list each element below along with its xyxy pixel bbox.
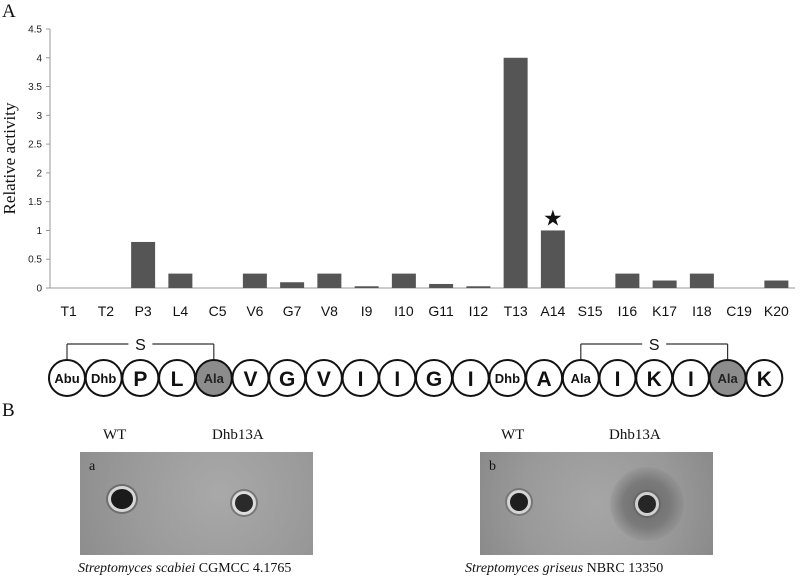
x-tick-label: C5 bbox=[209, 303, 227, 319]
plate-b-caption: Streptomyces griseus NBRC 13350 bbox=[465, 561, 663, 577]
plate-a-image: a bbox=[80, 452, 313, 555]
y-tick-label: 2 bbox=[36, 168, 42, 179]
plate-a-caption: Streptomyces scabiei CGMCC 4.1765 bbox=[78, 561, 291, 577]
residue-label: Ala bbox=[717, 371, 738, 386]
figure-panel-a: 0 0.5 1 1.5 2 2.5 3 3.5 4 4.5 Relative activity T1 T… bbox=[0, 25, 795, 397]
residue-label: V bbox=[317, 368, 331, 391]
plate-a-mutant-label: Dhb13A bbox=[212, 427, 264, 443]
y-tick-label: 1 bbox=[36, 226, 42, 237]
bar-i16 bbox=[615, 273, 640, 288]
plate-b-species: Streptomyces griseus bbox=[465, 561, 584, 576]
x-tick-label: T2 bbox=[98, 303, 115, 319]
sulfur-label: S bbox=[135, 337, 146, 354]
bar-k17 bbox=[652, 280, 677, 288]
plate-a-tag: a bbox=[89, 459, 96, 474]
y-tick-label: 3.5 bbox=[28, 82, 42, 93]
bar-k20 bbox=[764, 280, 789, 288]
x-tick-label: V6 bbox=[246, 303, 263, 319]
bar-g11 bbox=[429, 283, 454, 288]
residue-label: K bbox=[647, 368, 662, 391]
x-tick-label: I18 bbox=[692, 303, 712, 319]
residue-label: G bbox=[279, 368, 295, 391]
y-axis-title: Relative activity bbox=[0, 102, 19, 214]
y-tick-label: 2.5 bbox=[28, 140, 42, 151]
bar-i12 bbox=[466, 286, 491, 288]
plate-b-tag: b bbox=[489, 459, 496, 474]
x-tick-label: S15 bbox=[578, 303, 603, 319]
plate-a-mutant-well bbox=[235, 494, 253, 512]
residue-label: I bbox=[358, 368, 364, 391]
plate-b-mutant-label: Dhb13A bbox=[609, 427, 661, 443]
residue-label: I bbox=[394, 368, 400, 391]
plate-b-wt-well bbox=[510, 493, 528, 511]
residue-label: I bbox=[688, 368, 694, 391]
y-tick-label: 3 bbox=[36, 111, 42, 122]
panel-a-letter: A bbox=[2, 1, 16, 22]
plate-b-wt-label: WT bbox=[501, 427, 525, 443]
residue-label: A bbox=[537, 368, 552, 391]
y-tick-label: 1.5 bbox=[28, 197, 42, 208]
x-tick-label: T1 bbox=[60, 303, 77, 319]
bar-l4 bbox=[168, 273, 193, 288]
bar-chart: 0 0.5 1 1.5 2 2.5 3 3.5 4 4.5 Relative activity T1 T… bbox=[0, 25, 795, 319]
plate-a-wt-label: WT bbox=[103, 427, 127, 443]
y-tick-label: 0 bbox=[36, 284, 42, 295]
residue-label: P bbox=[133, 368, 147, 391]
bar-t13 bbox=[503, 57, 528, 289]
y-tick-label: 4 bbox=[36, 53, 42, 64]
plate-b-image: b bbox=[480, 452, 713, 555]
residue-label: K bbox=[757, 368, 772, 391]
residue-label: Dhb bbox=[91, 371, 116, 386]
x-tick-label: P3 bbox=[135, 303, 152, 319]
x-tick-label: K17 bbox=[652, 303, 677, 319]
y-tick-label: 0.5 bbox=[28, 255, 42, 266]
residue-label: Abu bbox=[54, 371, 79, 386]
x-tick-label: K20 bbox=[764, 303, 789, 319]
x-tick-label: L4 bbox=[173, 303, 189, 319]
plate-a-strain: CGMCC 4.1765 bbox=[198, 561, 292, 576]
residue-label: I bbox=[615, 368, 621, 391]
bar-a14 bbox=[540, 230, 565, 288]
residue-label: Ala bbox=[204, 371, 225, 386]
residue-label: I bbox=[468, 368, 474, 391]
residue-label: Dhb bbox=[495, 371, 520, 386]
bar-i10 bbox=[391, 273, 416, 288]
x-tick-label: I16 bbox=[618, 303, 638, 319]
x-tick-label: I12 bbox=[469, 303, 489, 319]
x-tick-label: T13 bbox=[504, 303, 528, 319]
star-annotation: ★ bbox=[543, 206, 563, 231]
residue-label: G bbox=[426, 368, 442, 391]
plate-a-wt-well bbox=[111, 489, 133, 509]
bar-g7 bbox=[280, 282, 305, 288]
x-tick-label: C19 bbox=[726, 303, 752, 319]
bar-i9 bbox=[354, 286, 379, 288]
residue-label: V bbox=[243, 368, 257, 391]
x-tick-label: I10 bbox=[394, 303, 414, 319]
x-tick-label: V8 bbox=[321, 303, 338, 319]
x-tick-label: I9 bbox=[361, 303, 373, 319]
bar-i18 bbox=[689, 273, 714, 288]
bar-v8 bbox=[317, 273, 342, 288]
bar-p3 bbox=[131, 241, 156, 288]
x-tick-label: A14 bbox=[540, 303, 565, 319]
residue-circle bbox=[745, 359, 784, 397]
residue-label: L bbox=[171, 368, 184, 391]
residue-label: Ala bbox=[571, 371, 592, 386]
bar-v6 bbox=[242, 273, 267, 288]
y-tick-label: 4.5 bbox=[28, 25, 42, 36]
x-tick-label: G7 bbox=[283, 303, 302, 319]
sulfur-label: S bbox=[649, 337, 660, 354]
x-tick-label: G11 bbox=[428, 303, 454, 319]
plate-b-mutant-well bbox=[638, 495, 656, 513]
plate-b-strain: NBRC 13350 bbox=[586, 561, 664, 576]
plate-a-species: Streptomyces scabiei bbox=[78, 561, 196, 576]
panel-b-letter: B bbox=[2, 400, 15, 421]
